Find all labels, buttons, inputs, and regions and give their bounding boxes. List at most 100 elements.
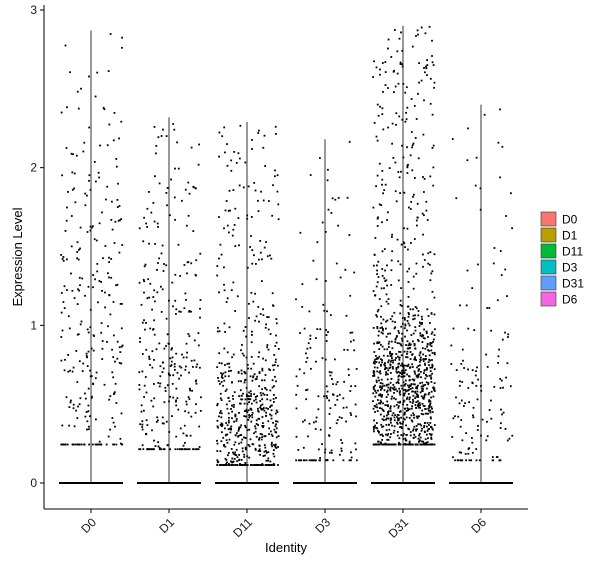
point-d31 <box>394 359 397 361</box>
point-d3 <box>314 428 317 430</box>
point-d31 <box>393 69 395 72</box>
point-d1 <box>182 356 185 359</box>
point-d31 <box>410 131 413 133</box>
point-d31 <box>396 416 398 418</box>
point-d31 <box>413 193 415 196</box>
point-d3 <box>316 328 319 330</box>
point-d11 <box>263 409 266 412</box>
point-d31 <box>393 429 396 432</box>
point-d0 <box>60 311 63 314</box>
point-d11 <box>238 464 241 466</box>
point-d31 <box>396 342 399 344</box>
point-d31 <box>415 407 418 409</box>
point-d31 <box>372 428 375 431</box>
point-d1 <box>200 396 202 399</box>
point-d3 <box>323 309 326 312</box>
point-d11 <box>248 302 250 305</box>
point-d31 <box>402 381 405 384</box>
point-d11 <box>269 389 272 392</box>
point-d31 <box>379 442 382 445</box>
point-d1 <box>141 428 144 431</box>
point-d11 <box>234 245 237 247</box>
point-d11 <box>254 292 256 295</box>
point-d3 <box>335 422 338 425</box>
point-d31 <box>388 167 391 169</box>
point-d1 <box>171 356 174 359</box>
point-d31 <box>412 318 414 321</box>
point-d6 <box>499 459 502 462</box>
point-d31 <box>387 38 390 41</box>
point-d31 <box>391 347 394 350</box>
point-d31 <box>379 68 381 71</box>
point-d0 <box>101 358 104 360</box>
point-d31 <box>433 388 435 391</box>
point-d11 <box>219 397 222 400</box>
point-d3 <box>327 208 330 211</box>
point-d31 <box>395 381 398 384</box>
point-d31 <box>431 290 434 293</box>
point-d11 <box>223 227 225 230</box>
point-d31 <box>393 416 396 419</box>
point-d1 <box>175 435 178 438</box>
point-d31 <box>397 417 399 420</box>
y-axis-title: Expression Level <box>10 207 25 306</box>
point-d11 <box>243 453 246 456</box>
point-d31 <box>374 411 376 413</box>
point-d3 <box>346 349 349 351</box>
point-d11 <box>223 266 225 269</box>
point-d0 <box>75 154 78 157</box>
point-d0 <box>85 355 88 357</box>
point-d31 <box>372 426 375 428</box>
point-d31 <box>383 287 385 290</box>
point-d6 <box>486 366 489 368</box>
point-d31 <box>405 118 408 121</box>
point-d31 <box>417 402 420 405</box>
point-d11 <box>238 442 240 445</box>
point-d0 <box>95 443 98 446</box>
point-d6 <box>460 451 462 454</box>
point-d6 <box>473 329 476 331</box>
point-d11 <box>218 330 221 333</box>
point-d11 <box>277 218 280 221</box>
point-d1 <box>195 403 197 406</box>
point-d11 <box>277 464 279 466</box>
point-d31 <box>433 351 436 354</box>
point-d11 <box>242 329 245 332</box>
point-d31 <box>402 156 405 159</box>
point-d31 <box>388 367 391 370</box>
point-d11 <box>264 359 267 362</box>
point-d31 <box>406 347 409 350</box>
point-d0 <box>62 259 65 262</box>
point-d11 <box>274 175 276 178</box>
point-d1 <box>154 300 156 303</box>
point-d11 <box>230 369 232 372</box>
point-d31 <box>417 339 419 341</box>
point-d31 <box>397 260 400 263</box>
point-d6 <box>490 399 492 402</box>
point-d11 <box>228 438 231 441</box>
point-d31 <box>382 410 385 412</box>
point-d11 <box>260 190 262 193</box>
point-d11 <box>232 353 235 356</box>
point-d11 <box>271 386 274 389</box>
point-d0 <box>120 362 123 365</box>
point-d11 <box>234 464 236 466</box>
point-d0 <box>80 443 83 446</box>
point-d31 <box>407 443 409 446</box>
point-d31 <box>406 146 408 149</box>
point-d3 <box>354 385 357 387</box>
point-d31 <box>372 290 375 292</box>
point-d11 <box>248 445 251 448</box>
point-d31 <box>385 372 388 375</box>
point-d31 <box>422 397 425 400</box>
point-d31 <box>383 189 386 191</box>
point-d31 <box>408 313 410 316</box>
point-d1 <box>163 263 165 265</box>
point-d31 <box>405 356 407 358</box>
point-d31 <box>406 350 409 353</box>
point-d0 <box>69 71 71 74</box>
point-d11 <box>220 362 223 365</box>
point-d11 <box>234 434 237 436</box>
point-d11 <box>258 436 261 439</box>
